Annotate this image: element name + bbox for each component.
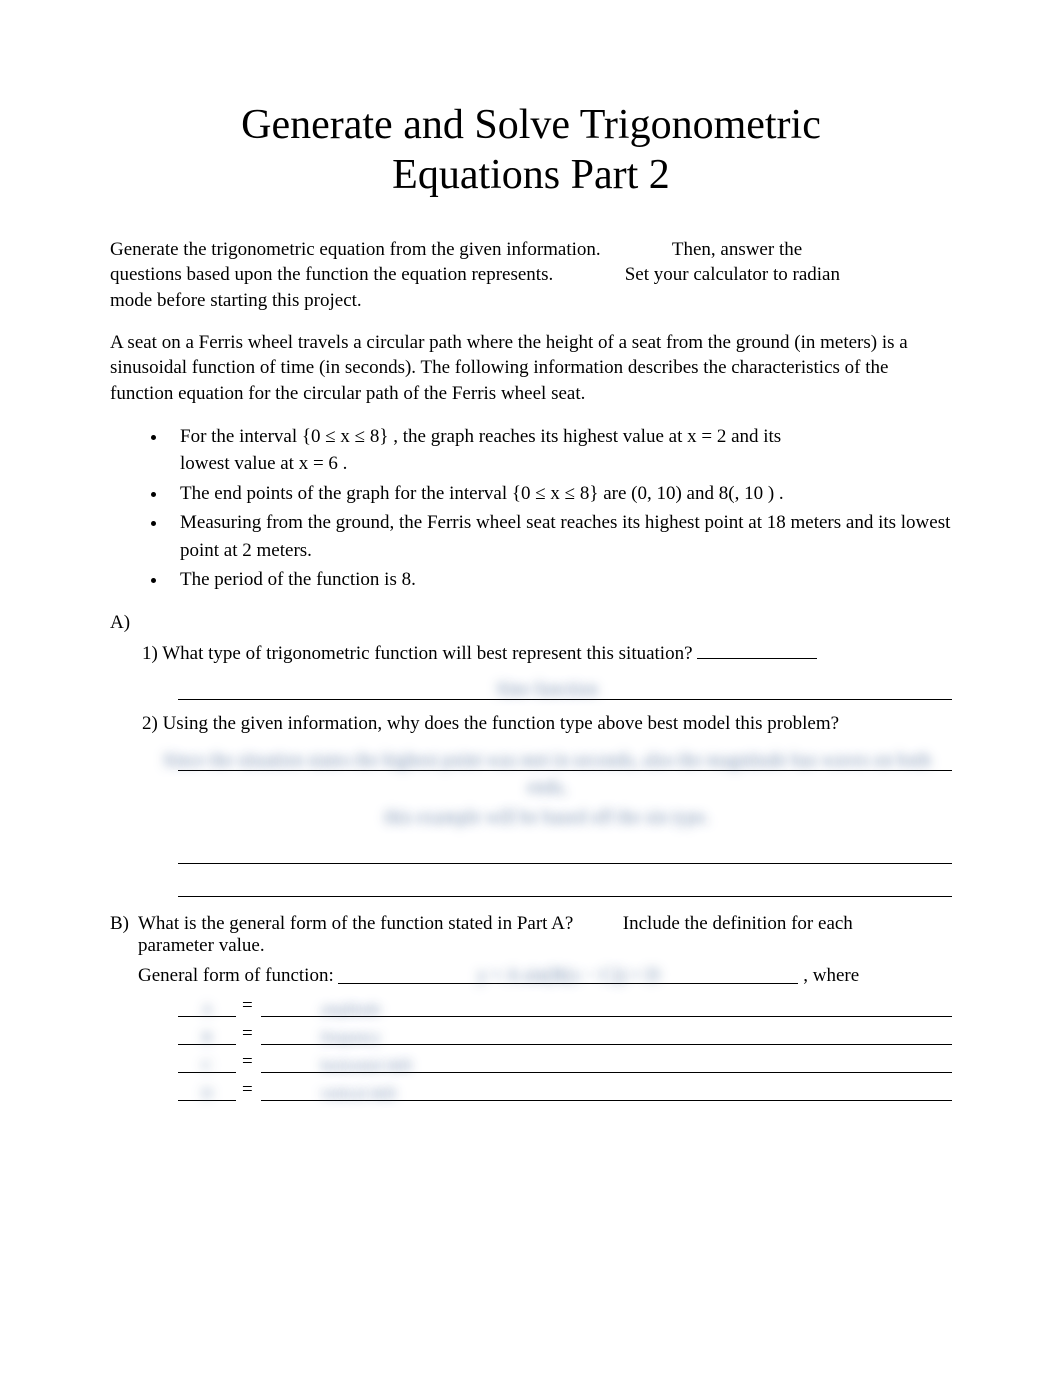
eq-sign-1: = — [236, 1023, 261, 1045]
question-b-text-a: What is the general form of the function… — [138, 913, 573, 934]
intro-text-a: Generate the trigonometric equation from… — [110, 239, 601, 260]
param-left-blur-1: B — [202, 1030, 212, 1046]
question-a1-text: 1) What type of trigonometric function w… — [142, 643, 697, 664]
context-paragraph: A seat on a Ferris wheel travels a circu… — [110, 330, 952, 407]
bullet-item-1: For the interval {0 ≤ x ≤ 8} , the graph… — [168, 423, 952, 478]
section-b-label: B) — [110, 913, 138, 1107]
intro-text-d: Set your calculator to radian — [625, 264, 840, 285]
bullet-3-text: Measuring from the ground, the Ferris wh… — [180, 512, 950, 561]
blurred-answer-a2-line2: this example will be based off the sin t… — [142, 804, 952, 832]
param-row-3: D = vertical shift — [178, 1079, 952, 1101]
bullet-4-text: The period of the function is 8. — [180, 569, 416, 590]
eq-sign-2: = — [236, 1051, 261, 1073]
param-row-1: B = frequency — [178, 1023, 952, 1045]
eq-sign-0: = — [236, 995, 261, 1017]
section-a-label: A) — [110, 612, 952, 634]
bullet-item-3: Measuring from the ground, the Ferris wh… — [168, 509, 952, 564]
blurred-answer-a1: Sine function — [142, 676, 952, 704]
intro-text-b: Then, answer the — [672, 239, 802, 260]
param-left-0: A — [178, 996, 236, 1017]
param-right-0: amplitude — [261, 996, 952, 1017]
blank-short — [697, 640, 817, 659]
param-right-blur-2: horizontal shift — [321, 1058, 412, 1074]
bullet-item-2: The end points of the graph for the inte… — [168, 480, 952, 508]
param-row-2: C = horizontal shift — [178, 1051, 952, 1073]
param-left-blur-3: D — [202, 1086, 213, 1102]
param-right-blur-3: vertical shift — [321, 1086, 396, 1102]
blur-text-a2-2: this example will be based off the sin t… — [384, 807, 709, 828]
blank-line — [178, 874, 952, 897]
bullet-2-text: The end points of the graph for the inte… — [180, 483, 784, 504]
title-line-2: Equations Part 2 — [392, 152, 670, 198]
question-a2-text: 2) Using the given information, why does… — [142, 713, 839, 734]
section-b-body: What is the general form of the function… — [138, 913, 952, 1107]
general-form-blank: y = A sin(B(x − C)) + D — [338, 965, 798, 984]
general-form-suffix: , where — [803, 965, 859, 986]
param-left-blur-2: C — [202, 1058, 212, 1074]
question-b-row: What is the general form of the function… — [138, 913, 952, 935]
worksheet-page: Generate and Solve Trigonometric Equatio… — [0, 0, 1062, 1167]
bullet-1-text-b: lowest value at x = 6 . — [180, 453, 347, 474]
blur-text-a1: Sine function — [496, 679, 598, 700]
title-line-1: Generate and Solve Trigonometric — [241, 102, 821, 148]
question-a1: 1) What type of trigonometric function w… — [142, 640, 952, 668]
bullet-item-4: The period of the function is 8. — [168, 566, 952, 594]
question-b-text-c: parameter value. — [138, 935, 952, 957]
general-form-label: General form of function: — [138, 965, 338, 986]
blank-line — [178, 841, 952, 864]
param-right-1: frequency — [261, 1024, 952, 1045]
eq-sign-3: = — [236, 1079, 261, 1101]
bullet-list: For the interval {0 ≤ x ≤ 8} , the graph… — [110, 423, 952, 594]
page-title: Generate and Solve Trigonometric Equatio… — [110, 100, 952, 201]
section-a-list: 1) What type of trigonometric function w… — [110, 640, 952, 897]
blurred-answer-a2-line1: Since the situation states the highest p… — [142, 747, 952, 802]
intro-paragraph: Generate the trigonometric equation from… — [110, 237, 952, 314]
param-row-0: A = amplitude — [178, 995, 952, 1017]
param-right-2: horizontal shift — [261, 1052, 952, 1073]
section-b: B) What is the general form of the funct… — [110, 913, 952, 1107]
bullet-1-text-a: For the interval {0 ≤ x ≤ 8} , the graph… — [180, 426, 781, 447]
param-left-3: D — [178, 1080, 236, 1101]
param-left-2: C — [178, 1052, 236, 1073]
intro-text-c: questions based upon the function the eq… — [110, 264, 553, 285]
param-right-blur-1: frequency — [321, 1030, 381, 1046]
general-form-row: General form of function: y = A sin(B(x … — [138, 965, 952, 987]
param-right-3: vertical shift — [261, 1080, 952, 1101]
intro-text-e: mode before starting this project. — [110, 290, 362, 311]
question-a2: 2) Using the given information, why does… — [142, 710, 952, 738]
question-b-text-b: Include the definition for each — [623, 913, 853, 934]
param-left-1: B — [178, 1024, 236, 1045]
blur-text-a2-1: Since the situation states the highest p… — [163, 750, 931, 799]
param-right-blur-0: amplitude — [321, 1002, 381, 1018]
param-left-blur-0: A — [202, 1002, 213, 1018]
general-form-blur: y = A sin(B(x − C)) + D — [477, 965, 660, 986]
